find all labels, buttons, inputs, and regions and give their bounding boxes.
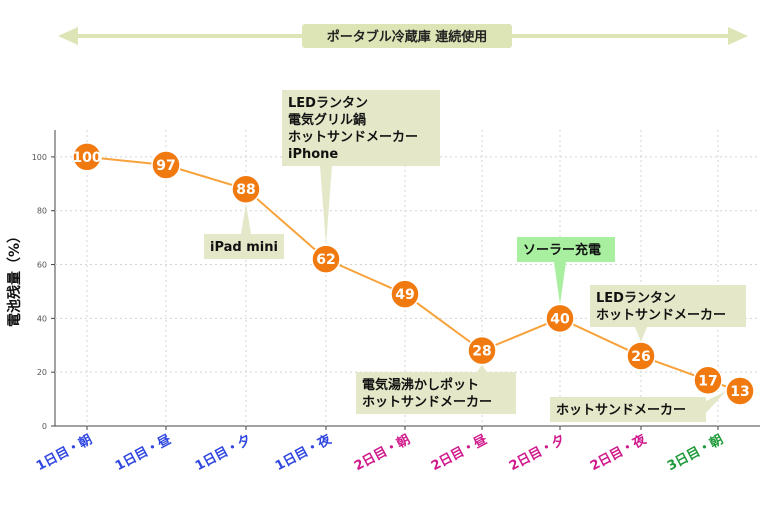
x-tick-label: 1日目・夕 [192, 431, 253, 474]
data-label: 26 [631, 349, 650, 365]
x-tick-label: 1日目・昼 [112, 431, 173, 474]
callout-box [356, 372, 516, 414]
y-tick-label: 40 [37, 314, 47, 323]
callout-text: ホットサンドメーカー [362, 395, 492, 410]
data-point [72, 142, 102, 172]
callout-text: 電気湯沸かしポット [362, 377, 479, 393]
callout-box [204, 234, 284, 259]
y-tick-label: 20 [37, 368, 47, 377]
y-tick-label: 0 [42, 422, 47, 431]
banner-box [302, 24, 512, 48]
x-tick-label: 1日目・夜 [272, 431, 334, 474]
data-label: 13 [730, 384, 749, 400]
callout-pointer [706, 391, 726, 413]
callout-text: LEDランタン [288, 96, 368, 111]
callout-text: iPhone [288, 147, 338, 162]
x-tick-label: 2日目・昼 [428, 431, 489, 474]
data-point [626, 341, 656, 371]
y-tick-label: 80 [37, 207, 47, 216]
data-label: 17 [698, 373, 717, 389]
data-label: 97 [156, 158, 175, 174]
callout-pointer [635, 327, 647, 343]
data-point [390, 279, 420, 309]
data-label: 100 [72, 150, 101, 166]
callout-box [517, 237, 615, 262]
data-point [725, 376, 755, 406]
callout-text: ホットサンドメーカー [288, 130, 418, 145]
x-tick-label: 1日目・朝 [33, 431, 94, 474]
data-point [467, 335, 497, 366]
data-point [151, 150, 181, 180]
data-point [545, 303, 575, 334]
y-axis-label: 電池残量（%） [6, 229, 23, 327]
data-label: 62 [316, 252, 335, 268]
data-label: 40 [550, 311, 570, 327]
callout-text: ホットサンドメーカー [556, 403, 686, 418]
data-label: 88 [236, 182, 255, 198]
data-point [693, 365, 723, 396]
banner-arrow-right-head [728, 27, 748, 45]
y-tick-label: 60 [37, 261, 47, 270]
callout-pointer [554, 262, 566, 305]
callout-box [282, 90, 440, 166]
callout-text: ホットサンドメーカー [596, 308, 726, 323]
callout-pointer [241, 203, 251, 234]
callout-text: 電気グリル鍋 [288, 112, 366, 128]
callout-pointer [477, 364, 487, 372]
callout-text: ソーラー充電 [523, 242, 601, 258]
data-point [311, 244, 341, 274]
banner-arrow-left-head [58, 27, 78, 45]
data-point [231, 174, 261, 204]
callout-box [590, 285, 746, 327]
banner-text: ポータブル冷蔵庫 連続使用 [327, 29, 488, 45]
x-tick-label: 2日目・夕 [506, 431, 567, 474]
y-tick-label: 100 [32, 153, 47, 162]
data-label: 49 [395, 287, 414, 303]
callout-text: iPad mini [210, 240, 278, 255]
series-line [86, 155, 741, 392]
x-tick-label: 3日目・朝 [664, 431, 725, 474]
callout-text: LEDランタン [596, 291, 676, 306]
data-label: 28 [472, 344, 491, 360]
callout-pointer [320, 166, 332, 246]
callout-box [550, 397, 706, 422]
x-tick-label: 2日目・朝 [351, 431, 412, 474]
x-tick-label: 2日目・夜 [587, 431, 649, 474]
